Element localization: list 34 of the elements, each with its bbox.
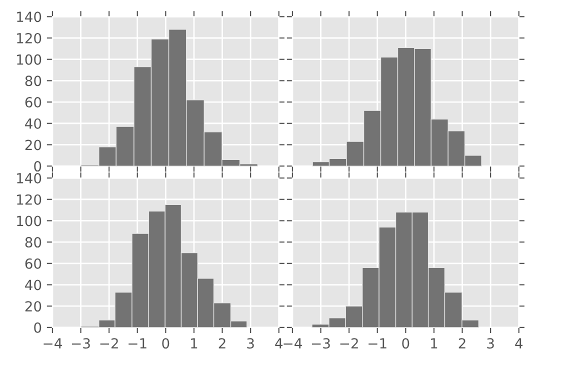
- y-tick-label: 140: [17, 172, 42, 184]
- x-tick-label: 1: [191, 338, 198, 348]
- y-tick-label: 40: [25, 280, 42, 290]
- y-tick-label: 60: [25, 258, 42, 269]
- x-tick-label: 3: [487, 338, 494, 349]
- y-tick-label: 0: [34, 161, 42, 172]
- x-tick-label: −3: [312, 338, 330, 349]
- y-tick-label: 120: [17, 32, 42, 44]
- y-tick-label: 120: [17, 194, 42, 205]
- x-tick-label: 4: [515, 338, 523, 348]
- y-tick-label: 80: [25, 237, 42, 248]
- y-tick-label: 0: [34, 322, 42, 333]
- y-tick-label: 20: [25, 140, 42, 150]
- x-tick-label: 4: [275, 338, 283, 348]
- y-tick-label: 80: [25, 76, 42, 86]
- x-tick-label: 2: [218, 338, 226, 348]
- y-tick-label: 20: [25, 301, 42, 312]
- x-tick-label: −1: [128, 338, 146, 348]
- x-tick-label: −4: [284, 338, 302, 348]
- x-tick-label: −3: [72, 338, 90, 349]
- x-tick-label: 3: [247, 338, 254, 349]
- y-tick-label: 40: [25, 118, 42, 129]
- x-tick-label: −2: [100, 338, 118, 348]
- x-tick-label: 0: [402, 338, 410, 349]
- x-tick-label: −4: [44, 338, 62, 348]
- x-tick-label: 0: [162, 338, 170, 349]
- x-tick-label: 2: [458, 338, 466, 348]
- x-tick-label: −1: [368, 338, 386, 348]
- x-tick-label: −2: [340, 338, 358, 348]
- y-tick-label: 100: [17, 54, 42, 65]
- x-tick-label: 1: [431, 338, 438, 348]
- y-tick-label: 100: [17, 216, 42, 226]
- y-tick-label: 140: [17, 12, 42, 22]
- y-tick-label: 60: [25, 97, 42, 108]
